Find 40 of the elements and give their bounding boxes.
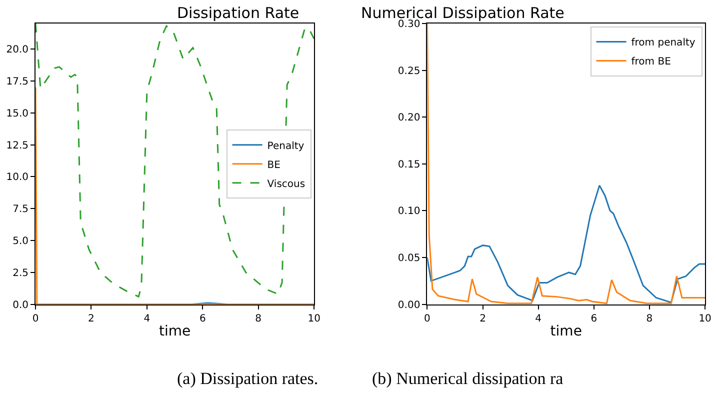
x-tick-label: 6	[199, 313, 206, 324]
x-tick-label: 4	[535, 313, 542, 324]
y-tick-label: 20.0	[6, 44, 29, 56]
y-tick-label: 5.0	[12, 236, 29, 247]
x-tick-label: 2	[480, 313, 486, 324]
y-tick-label: 0.00	[398, 300, 420, 311]
y-tick-label: 0.15	[398, 159, 420, 170]
x-axis-title: time	[158, 324, 191, 340]
legend-label: Penalty	[267, 140, 304, 152]
x-tick-label: 0	[424, 313, 430, 324]
legend-label: from penalty	[631, 38, 696, 49]
text: (b) Numerical dissipation ra	[372, 369, 564, 388]
legend-label: from BE	[631, 56, 671, 68]
x-tick-label: 8	[255, 313, 262, 324]
y-tick-label: 0.05	[398, 253, 420, 264]
line-series	[427, 184, 706, 304]
x-tick-label: 10	[308, 313, 320, 324]
y-tick-label: 7.5	[12, 204, 29, 216]
x-axis-title: time	[550, 324, 582, 340]
legend-label: Viscous	[267, 178, 306, 190]
y-tick-label: 0.0	[12, 300, 29, 311]
y-tick-label: 17.5	[6, 76, 29, 88]
y-tick-label: 0.10	[398, 206, 420, 218]
x-tick-label: 6	[590, 313, 598, 324]
x-tick-label: 2	[88, 313, 94, 324]
x-tick-label: 10	[698, 313, 712, 324]
x-tick-label: 0	[32, 313, 39, 324]
y-tick-label: 0.25	[398, 66, 420, 77]
y-tick-label: 0.30	[398, 19, 420, 30]
y-tick-label: 2.5	[12, 268, 29, 279]
x-tick-label: 8	[646, 313, 653, 324]
legend-label: BE	[267, 160, 280, 171]
y-tick-label: 12.5	[6, 140, 29, 152]
text: (a) Dissipation rates.	[177, 369, 318, 388]
x-tick-label: 4	[144, 313, 150, 324]
y-tick-label: 10.0	[6, 172, 29, 184]
chart-title: Dissipation Rate	[177, 4, 300, 22]
y-tick-label: 0.20	[398, 112, 420, 124]
y-tick-label: 15.0	[6, 108, 29, 120]
line-series	[36, 24, 314, 298]
